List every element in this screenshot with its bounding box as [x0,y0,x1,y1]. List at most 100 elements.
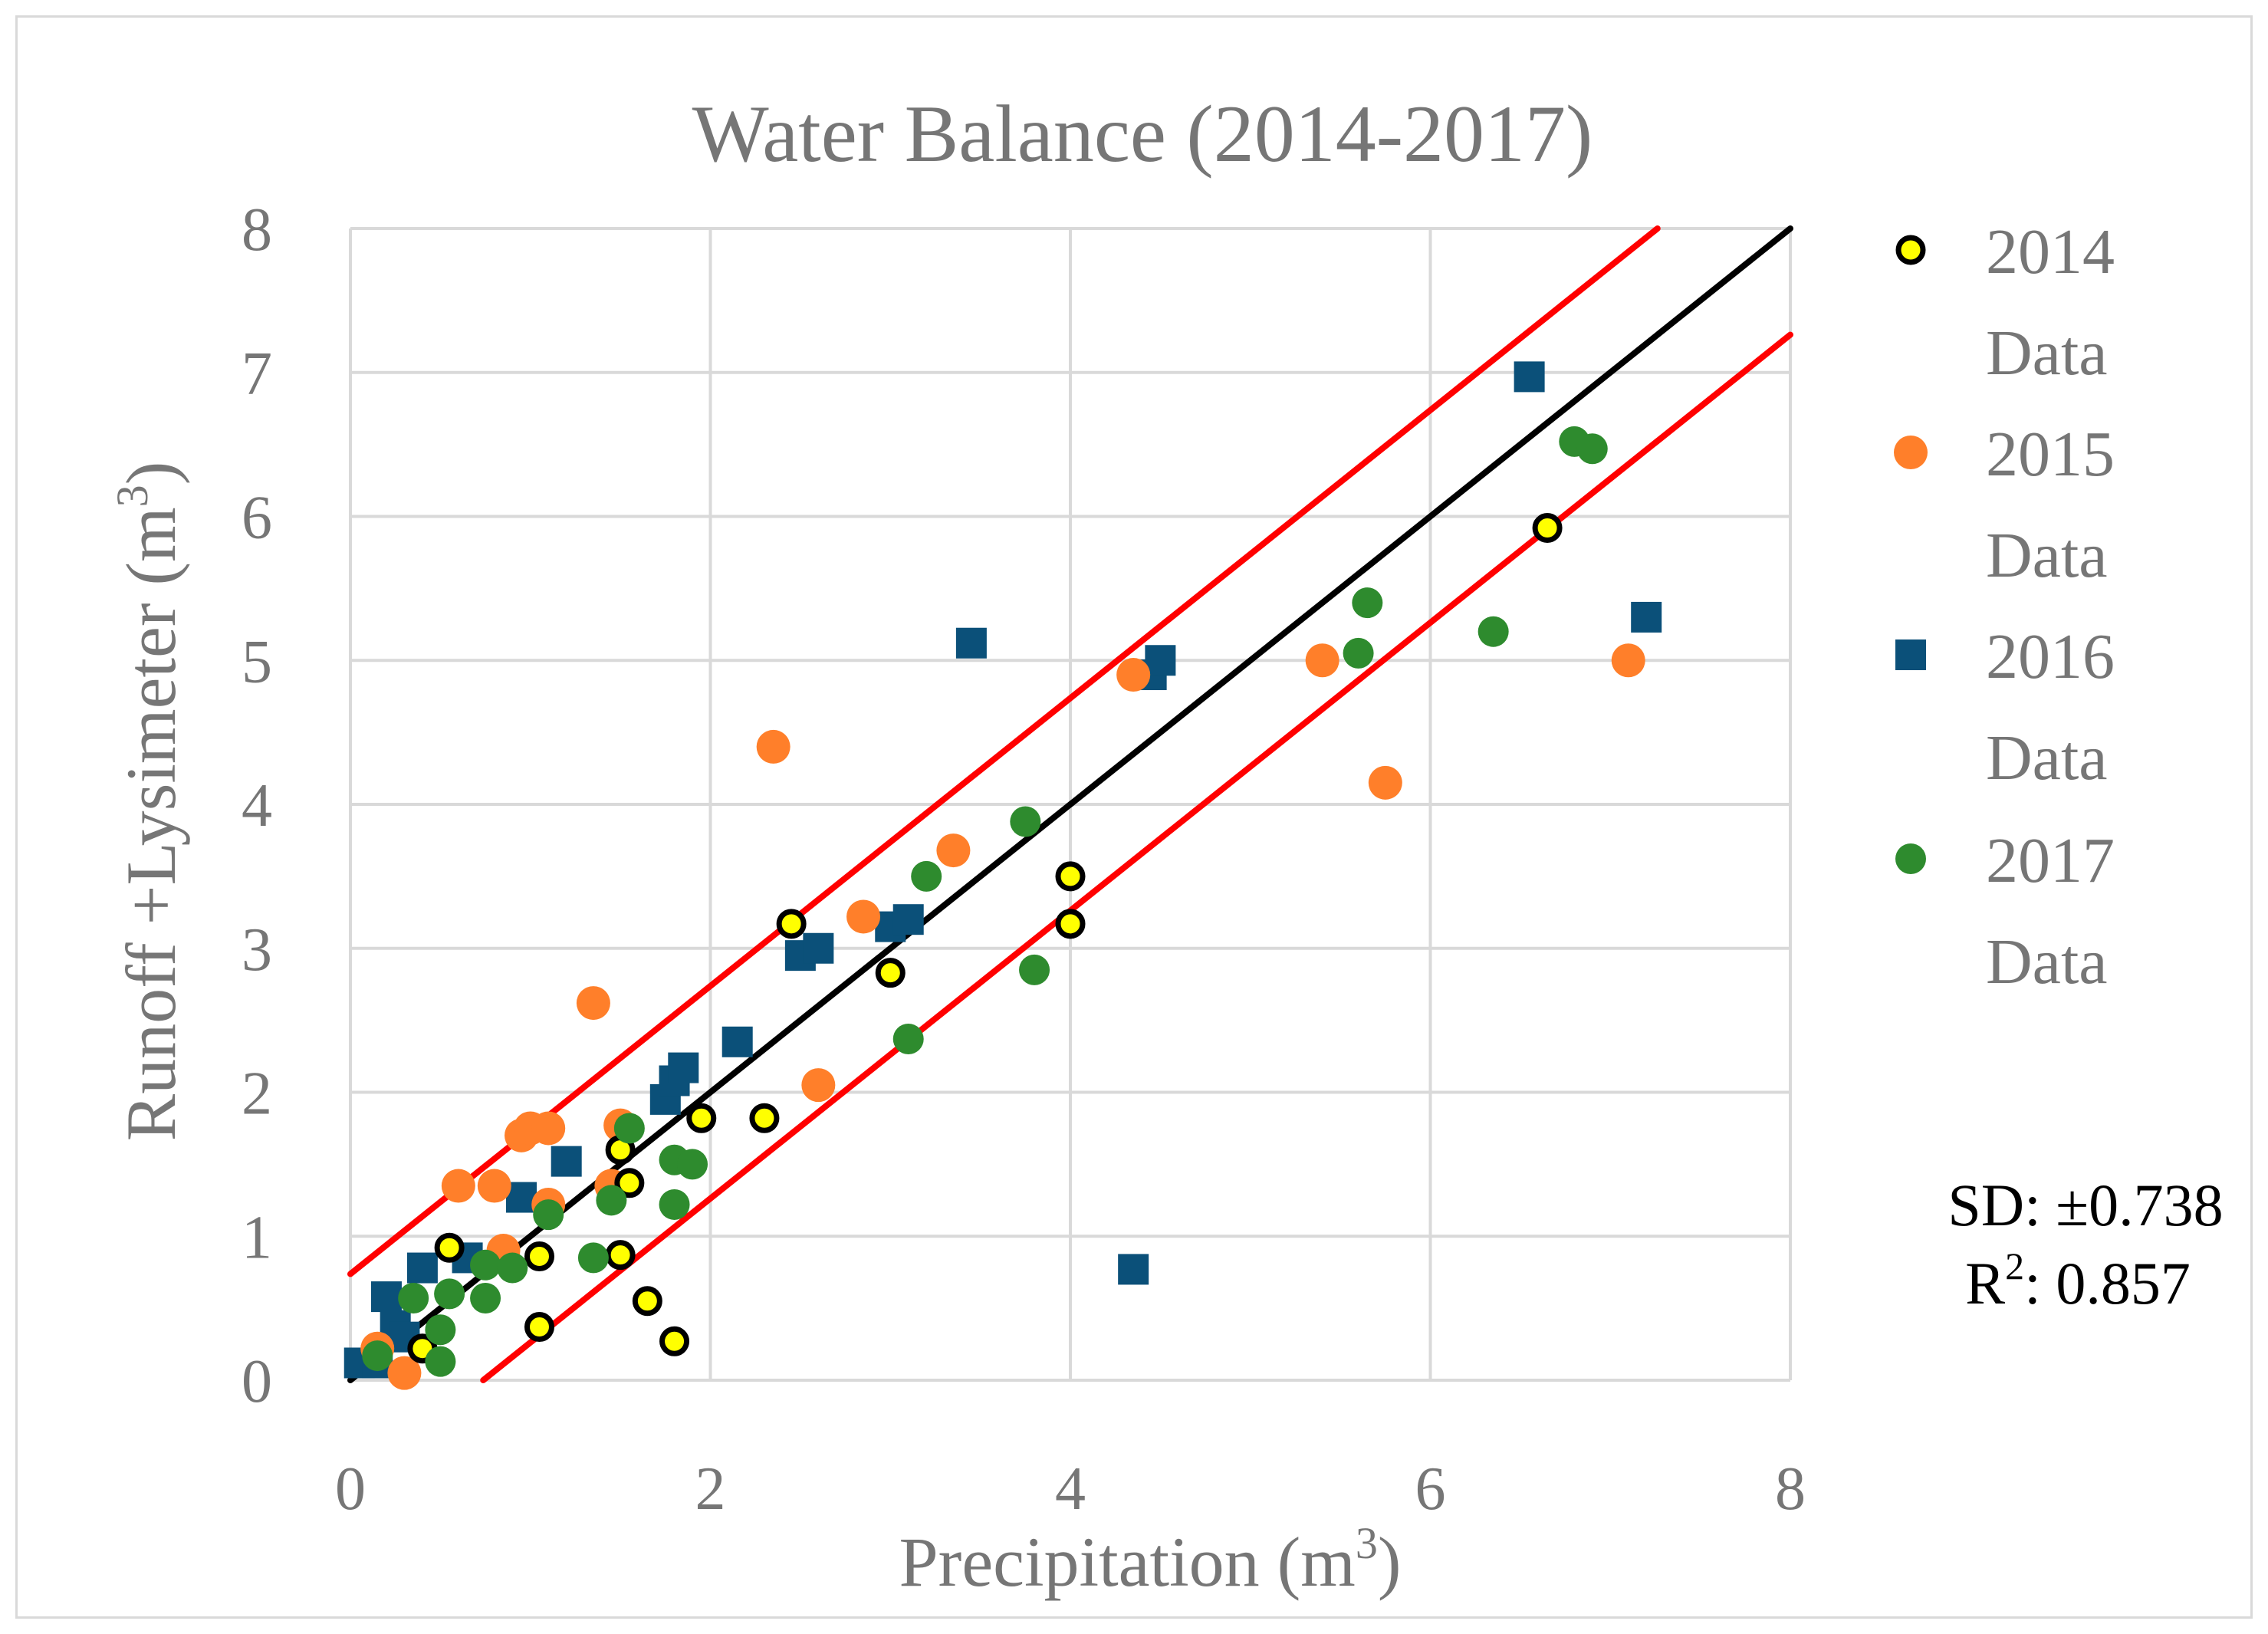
data-point-2016 [1631,601,1662,633]
data-point-2017 [613,1113,645,1144]
data-point-2014 [1055,909,1086,939]
data-point-2016 [892,904,924,935]
data-point-2016 [668,1052,699,1083]
data-point-2017 [470,1282,501,1313]
data-point-2014 [1055,861,1086,892]
x-axis-title-end: ) [1378,1523,1402,1601]
legend-label-2016-line2: Data [1986,722,2108,794]
x-tick-label: 2 [695,1455,726,1523]
data-point-2016 [1145,645,1176,676]
legend-label-2015: 2015 [1986,419,2115,490]
data-point-2015 [1116,658,1151,692]
y-axis-title: Runoff +Lysimeter (m3) [107,462,190,1142]
x-axis-title: Precipitation (m3) [899,1518,1402,1601]
data-point-2017 [911,860,942,892]
legend-label-2017-line2: Data [1986,926,2108,998]
data-point-2016 [1118,1254,1149,1285]
data-point-2017 [1343,637,1374,669]
data-point-2014 [686,1103,717,1133]
r-squared-label: R [1965,1250,2005,1317]
data-point-2014 [659,1326,690,1356]
data-point-2017 [434,1278,465,1310]
y-tick-label: 1 [242,1204,272,1271]
fit-lines [347,225,1793,1383]
data-point-2017 [577,1242,609,1274]
data-point-2014 [776,909,807,939]
data-point-2017 [1576,433,1608,465]
data-point-2014 [632,1286,662,1317]
data-point-2016 [551,1146,582,1177]
legend-marker-2016 [1895,639,1926,670]
data-point-2015 [756,729,791,764]
data-point-2016 [721,1026,753,1057]
chart-title: Water Balance (2014-2017) [692,89,1593,179]
data-point-2016 [803,932,834,964]
y-tick-label: 5 [242,628,272,695]
y-tick-label: 6 [242,485,272,552]
y-axis-title-superscript: 3 [107,485,157,507]
data-point-2015 [477,1169,511,1203]
x-tick-label: 0 [335,1455,366,1523]
x-tick-label: 8 [1775,1455,1806,1523]
data-point-2015 [387,1356,422,1390]
data-point-2014 [605,1240,636,1271]
legend-item-2015: 2015 Data [1894,419,2115,591]
legend-item-2014: 2014 Data [1895,216,2115,389]
data-point-2017 [362,1340,393,1372]
legend-label-2014: 2014 [1986,216,2115,288]
data-point-2017 [425,1346,456,1377]
data-point-2015 [801,1068,836,1103]
data-point-2015 [576,986,610,1021]
y-tick-label: 8 [242,196,272,264]
data-point-2016 [1514,361,1545,393]
legend-marker-2015 [1894,436,1928,469]
fit-line-lower-bound [480,331,1793,1383]
legend-label-2017: 2017 [1986,825,2115,896]
data-point-2015 [441,1169,475,1203]
legend-marker-2017 [1895,843,1926,874]
data-points [343,361,1662,1390]
data-point-2017 [659,1189,690,1220]
legend-item-2017: 2017 Data [1895,825,2115,998]
data-point-2014 [749,1103,780,1133]
data-point-2017 [425,1314,456,1346]
legend: 2014 Data 2015 Data 2016 Data 2017 Data [1894,216,2115,998]
legend-marker-2014 [1895,235,1926,265]
data-point-2017 [533,1199,564,1231]
x-axis-title-main: Precipitation (m [899,1523,1356,1601]
r-squared-superscript: 2 [2005,1244,2024,1287]
legend-label-2014-line2: Data [1986,317,2108,389]
y-tick-label: 2 [242,1060,272,1128]
fit-line-upper-bound [347,225,1661,1277]
legend-label-2015-line2: Data [1986,520,2108,591]
y-axis-title-end: ) [112,462,190,485]
data-point-2017 [1019,954,1050,985]
data-point-2014 [1532,513,1563,544]
data-point-2017 [470,1249,501,1281]
data-point-2017 [596,1185,627,1216]
data-point-2017 [677,1149,708,1180]
data-point-2015 [846,899,881,934]
y-tick-label: 7 [242,340,272,408]
sd-annotation: SD: ±0.738 [1948,1172,2223,1238]
data-point-2014 [875,958,906,988]
x-tick-label: 4 [1055,1455,1086,1523]
data-point-2014 [434,1232,465,1263]
data-point-2016 [370,1281,402,1313]
data-point-2015 [1305,643,1339,678]
data-point-2017 [1477,616,1509,647]
data-point-2015 [936,833,971,868]
y-tick-label: 4 [242,772,272,840]
x-tick-label: 6 [1415,1455,1446,1523]
y-tick-label: 0 [242,1348,272,1415]
data-point-2016 [406,1252,438,1284]
data-point-2016 [955,627,987,659]
data-point-2014 [524,1312,554,1343]
y-axis-title-main: Runoff +Lysimeter (m [112,507,190,1141]
r-squared-value: : 0.857 [2024,1250,2191,1317]
y-tick-label: 3 [242,916,272,984]
data-point-2015 [531,1111,566,1146]
fit-line-regression [347,225,1793,1383]
data-point-2015 [1368,765,1402,800]
